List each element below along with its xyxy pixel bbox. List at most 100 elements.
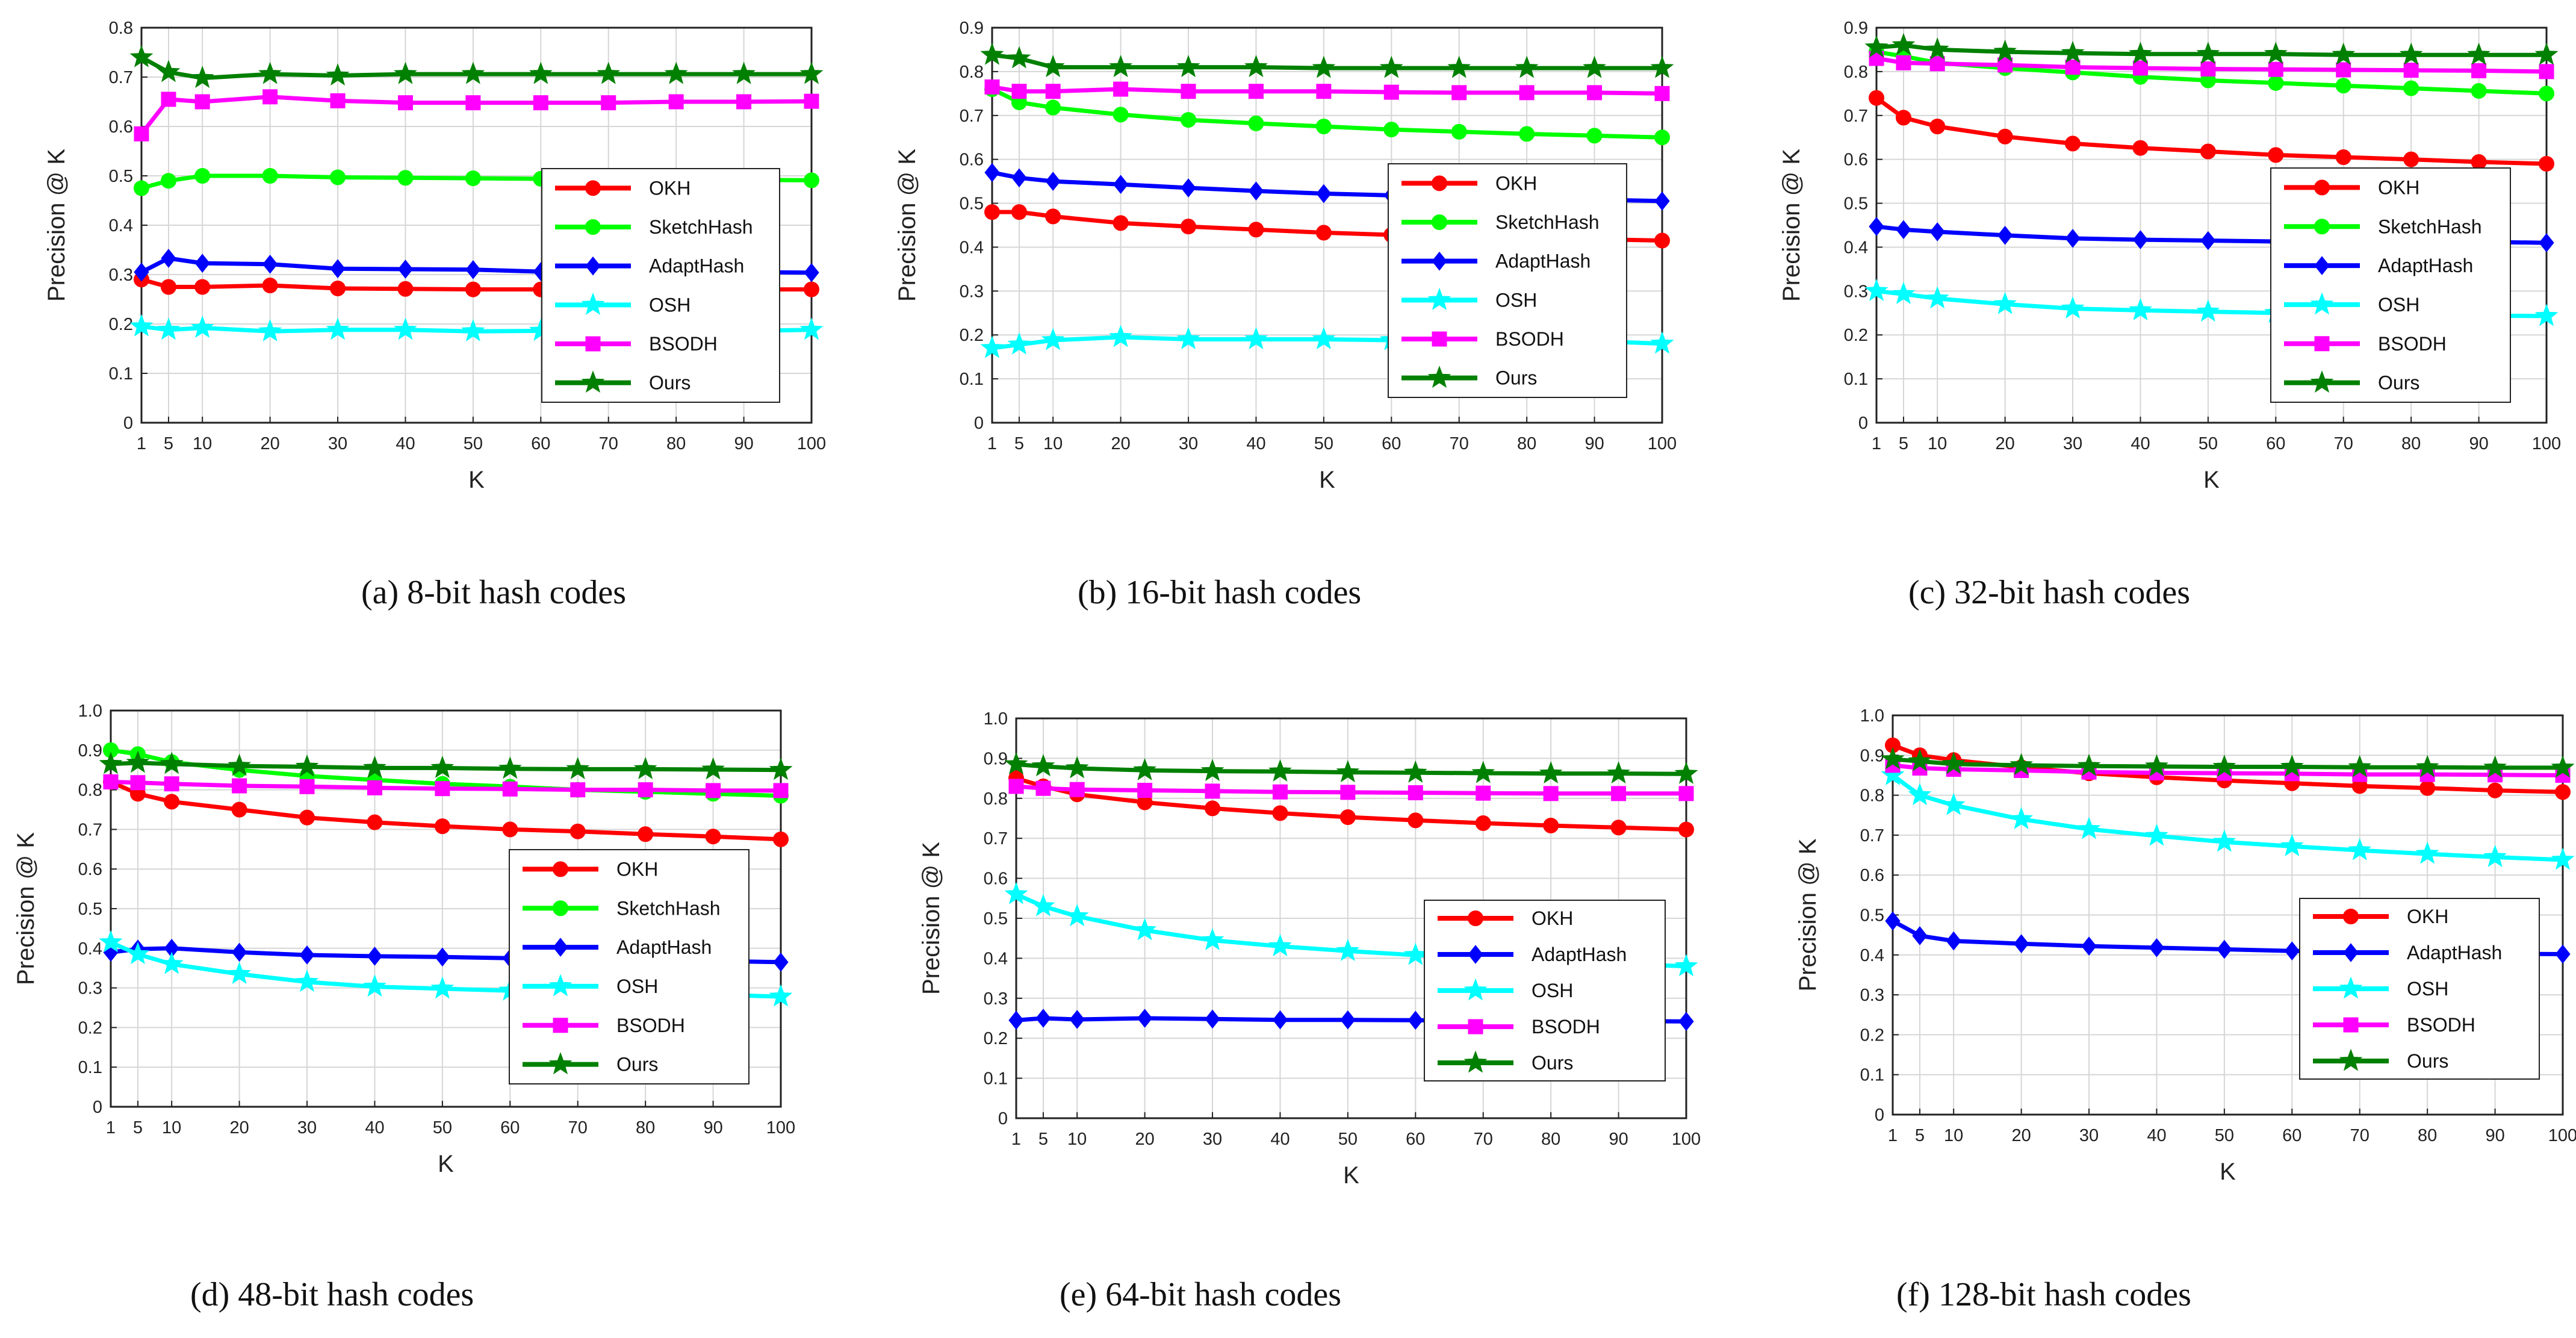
y-tick-label: 0.4: [109, 216, 133, 235]
data-point: [1650, 331, 1674, 354]
x-tick-label: 90: [734, 434, 753, 453]
x-tick-label: 10: [1944, 1126, 1963, 1145]
y-tick-label: 0.8: [1844, 63, 1868, 82]
x-tick-label: 40: [365, 1118, 384, 1137]
x-tick-label: 30: [1179, 434, 1198, 453]
data-point: [299, 809, 315, 826]
data-point: [2471, 63, 2487, 78]
legend-marker: [553, 938, 568, 957]
legend-marker: [548, 1052, 573, 1075]
data-point: [1611, 786, 1627, 801]
data-point: [1268, 759, 1292, 782]
y-axis-label: Precision @ K: [43, 149, 70, 302]
data-point: [2196, 42, 2220, 64]
data-point: [1607, 761, 1630, 784]
y-axis-label: Precision @ K: [894, 149, 920, 302]
data-point: [130, 775, 146, 791]
data-point: [1109, 55, 1133, 78]
data-point: [1896, 220, 1911, 240]
series-osh: [1881, 763, 2575, 870]
legend-marker: [2339, 1048, 2363, 1071]
data-point: [134, 263, 149, 282]
data-point: [1515, 55, 1539, 78]
chart-panel-1: 0 0.1 0.2 0.3 0.4 0.5 0.6 0.7 0.8 1 5 10 20 30 40 50 60 7…: [43, 19, 826, 611]
data-point: [157, 317, 181, 340]
legend-label: AdaptHash: [2378, 255, 2473, 276]
legend-label: SketchHash: [2378, 216, 2482, 237]
legend-marker: [553, 900, 568, 916]
x-tick-label: 10: [193, 434, 212, 453]
data-point: [326, 317, 350, 340]
data-point: [1181, 84, 1196, 99]
data-point: [773, 783, 789, 798]
series-ours: [1004, 751, 1698, 784]
data-point: [498, 756, 522, 779]
y-tick-label: 0.8: [1860, 786, 1884, 806]
x-tick-label: 5: [1014, 434, 1024, 453]
y-axis-label: Precision @ K: [1795, 838, 1821, 991]
x-tick-label: 100: [1648, 434, 1677, 453]
data-point: [435, 947, 450, 967]
data-point: [706, 783, 721, 798]
data-point: [1011, 168, 1027, 188]
legend-box: [509, 849, 750, 1084]
data-point: [1881, 763, 1905, 785]
legend-label: OSH: [2407, 978, 2448, 1000]
x-tick-label: 50: [1338, 1130, 1358, 1149]
data-point: [2264, 42, 2288, 64]
data-point: [1383, 122, 1400, 138]
x-tick-label: 70: [1474, 1130, 1493, 1149]
data-point: [2335, 78, 2351, 94]
data-point: [262, 89, 278, 105]
data-point: [736, 94, 752, 110]
y-tick-label: 0.5: [78, 900, 102, 919]
x-tick-label: 60: [1406, 1130, 1425, 1149]
data-point: [2132, 230, 2149, 249]
data-point: [129, 314, 154, 337]
data-point: [1539, 761, 1563, 784]
data-point: [2539, 86, 2554, 102]
data-point: [99, 930, 123, 953]
y-tick-label: 0.6: [1844, 151, 1868, 170]
y-tick-label: 0.9: [984, 749, 1008, 768]
y-tick-label: 0.3: [960, 282, 984, 301]
data-point: [1403, 760, 1427, 783]
y-tick-label: 0.2: [109, 315, 133, 334]
legend: OKH SketchHash AdaptHash OSH BSODH Ours: [509, 849, 750, 1084]
series-ours: [99, 750, 793, 780]
data-point: [2348, 755, 2372, 777]
data-point: [2010, 806, 2034, 829]
x-tick-label: 5: [1899, 434, 1908, 453]
data-point: [1315, 225, 1332, 241]
legend-box: [1388, 163, 1627, 398]
legend: OKH AdaptHash OSH BSODH Ours: [1424, 900, 1666, 1081]
data-point: [1007, 46, 1031, 69]
data-point: [461, 319, 485, 341]
y-tick-label: 0.6: [78, 860, 102, 879]
legend-label: OSH: [649, 294, 691, 316]
data-point: [2284, 941, 2300, 960]
legend-label: BSODH: [2407, 1014, 2475, 1036]
legend-label: Ours: [2407, 1050, 2448, 1072]
data-point: [701, 757, 725, 780]
x-tick-label: 60: [1382, 434, 1401, 453]
data-point: [1674, 954, 1698, 977]
legend-marker: [585, 180, 601, 196]
x-tick-label: 5: [1915, 1126, 1925, 1145]
legend-label: Ours: [1495, 367, 1537, 389]
y-tick-label: 0.9: [1844, 19, 1868, 38]
data-point: [1007, 332, 1031, 355]
series-bsodh: [1008, 779, 1694, 801]
data-point: [430, 755, 455, 778]
y-tick-label: 0.7: [984, 829, 1008, 848]
data-point: [2065, 135, 2081, 152]
data-point: [1244, 327, 1268, 350]
data-point: [258, 61, 282, 84]
legend-marker: [1432, 214, 1447, 230]
chart-panel-2: 0 0.1 0.2 0.3 0.4 0.5 0.6 0.7 0.8 0.9 1 5 10 20 30 40 50…: [894, 19, 1677, 611]
data-point: [1248, 222, 1264, 238]
data-point: [2415, 841, 2439, 864]
x-tick-label: 40: [396, 434, 415, 453]
x-tick-label: 40: [1246, 434, 1265, 453]
y-tick-label: 1.0: [78, 702, 102, 721]
